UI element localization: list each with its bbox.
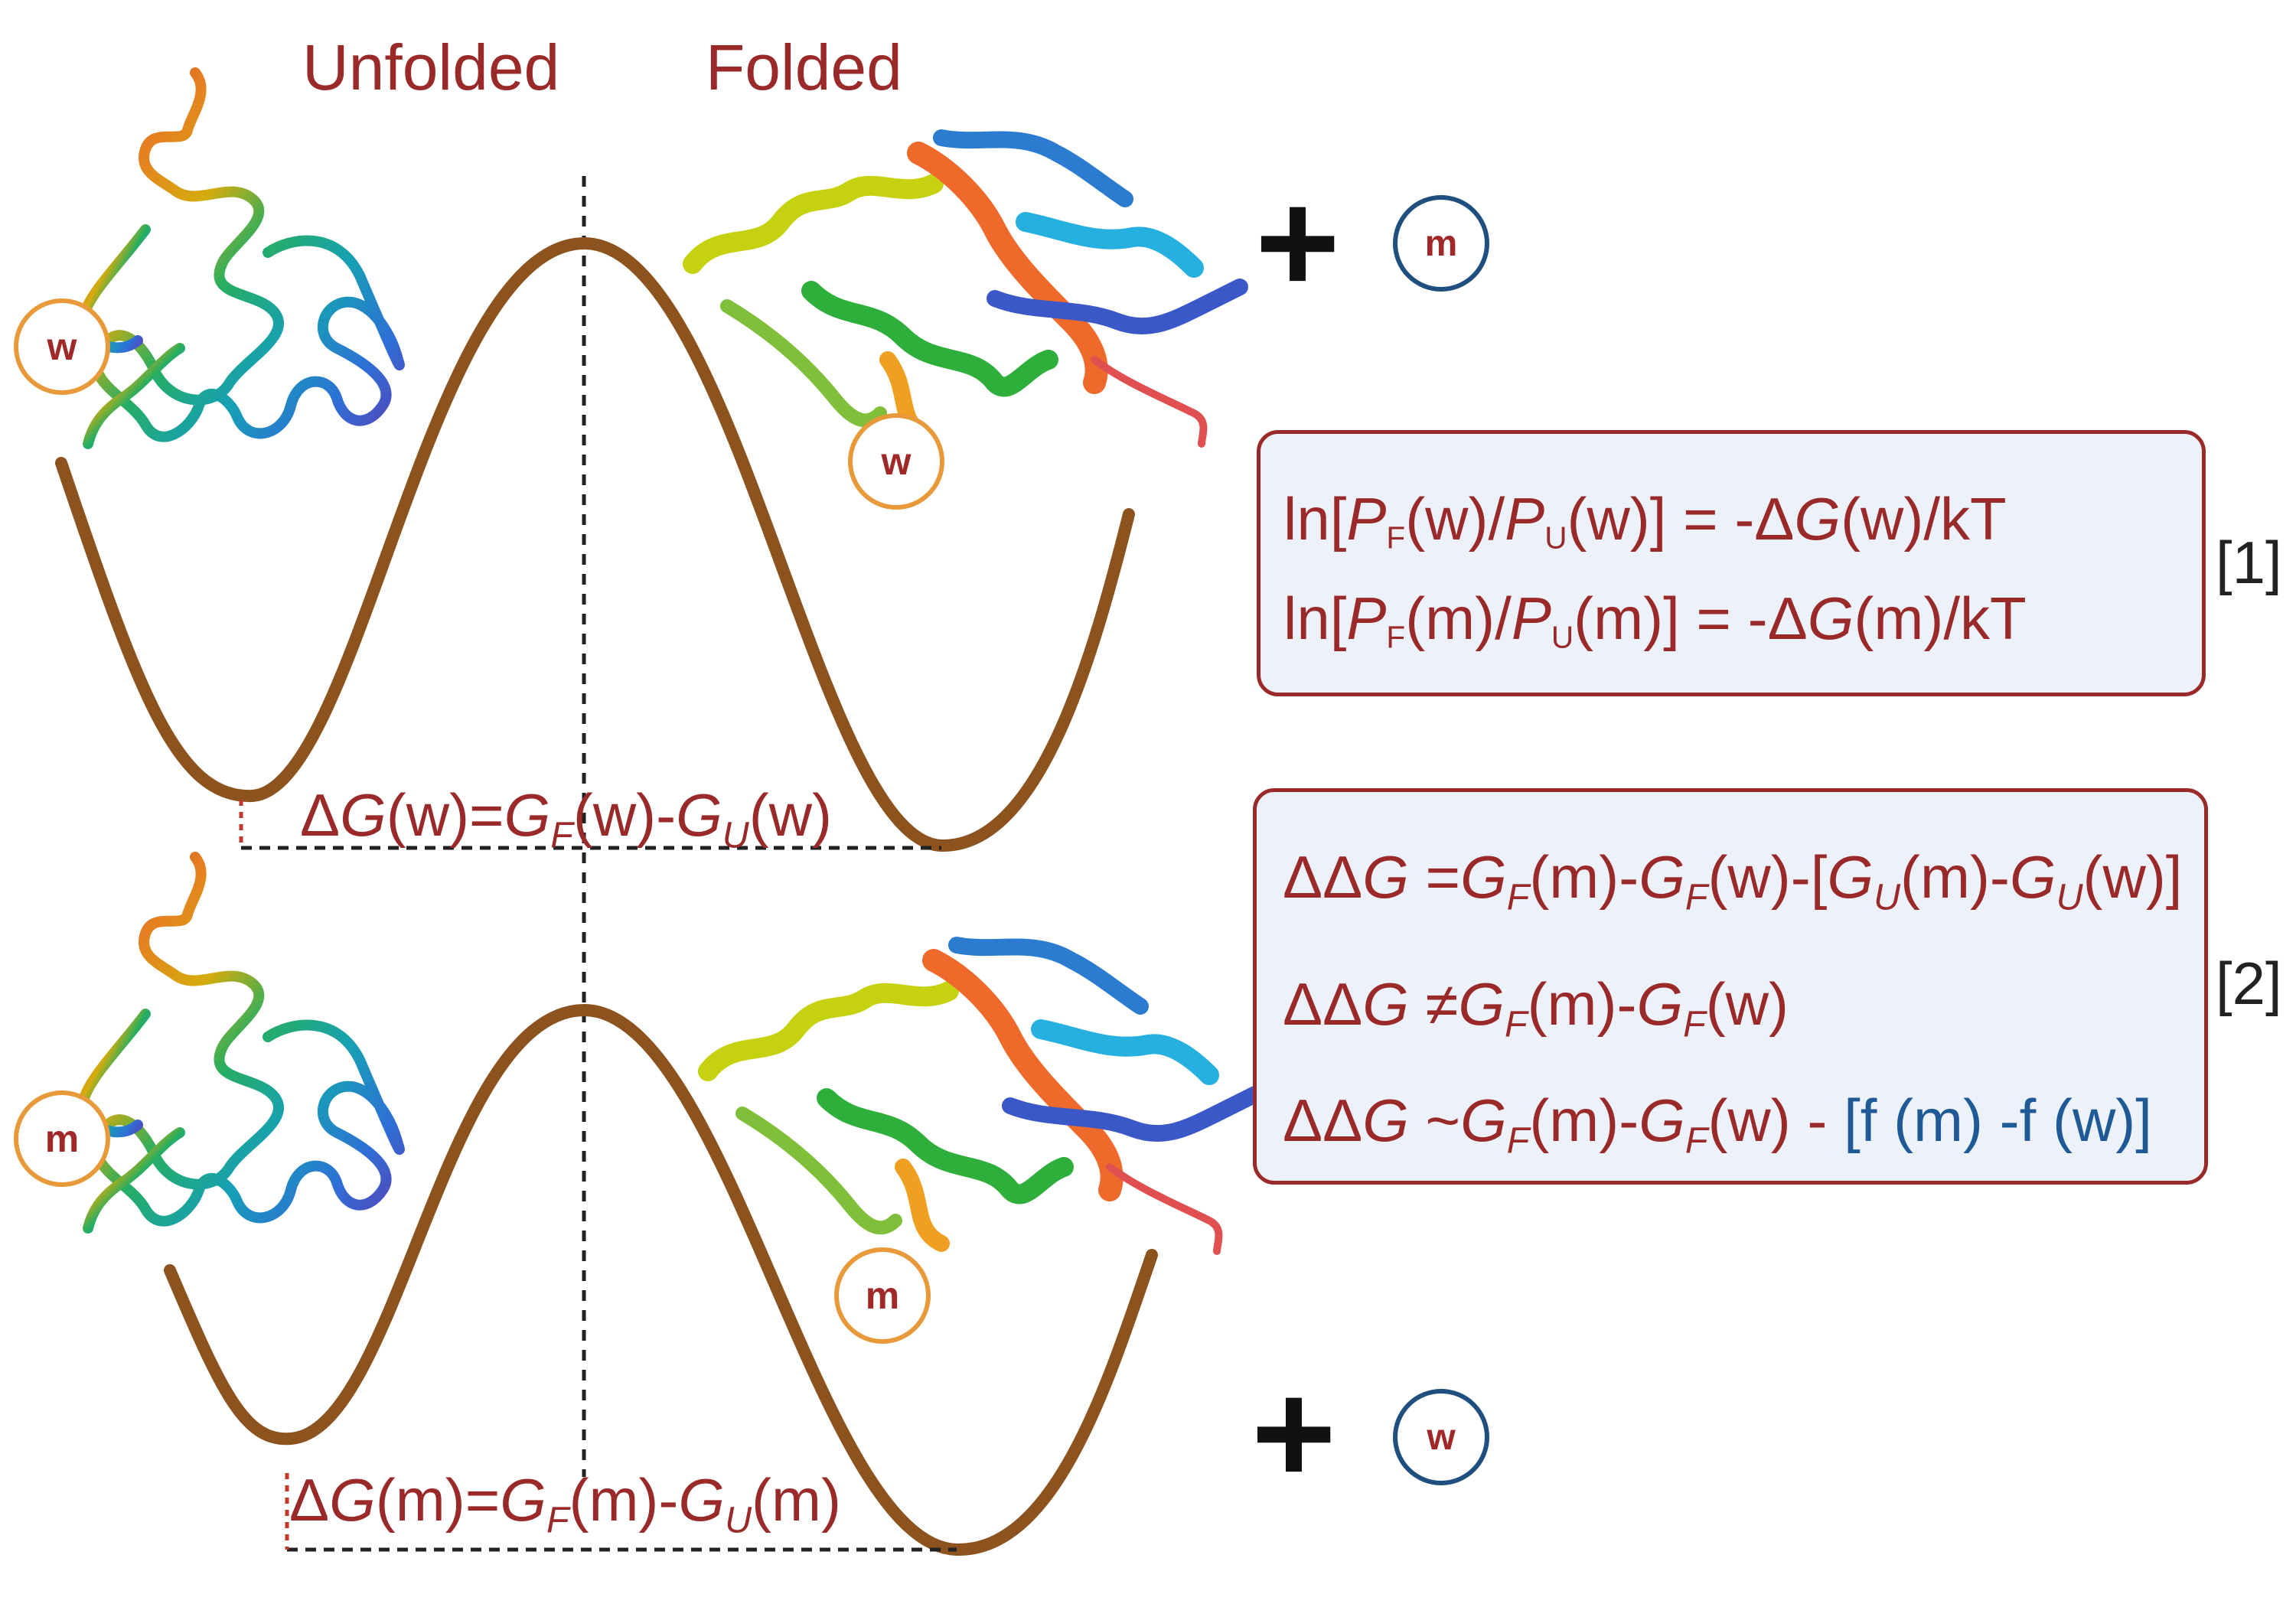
unfolded-residue-badge-top: w xyxy=(14,298,110,395)
equation-2-line-3: ΔΔG ~GF(m)-GF(w) - [f (m) -f (w)] xyxy=(1283,1087,2152,1162)
unfolded-header: Unfolded xyxy=(302,31,560,103)
unfolded-protein-icon xyxy=(77,67,405,449)
bottom-energy-curve xyxy=(164,1003,1158,1556)
plus-icon-top: + xyxy=(1255,161,1340,324)
equation-number-2: [2] xyxy=(2216,950,2282,1017)
bottom-delta-g-label: ΔG(m)=GF(m)-GU(m) xyxy=(289,1466,841,1541)
free-residue-circle-top: m xyxy=(1393,195,1489,292)
folded-protein-icon xyxy=(698,937,1264,1255)
correction-term: [f (m) -f (w)] xyxy=(1844,1087,2152,1154)
plus-icon-bottom: + xyxy=(1251,1352,1336,1514)
folded-residue-badge-bottom: m xyxy=(834,1247,931,1344)
unfolded-residue-badge-bottom: m xyxy=(14,1090,110,1187)
unfolded-protein-icon xyxy=(77,852,405,1234)
folded-header: Folded xyxy=(706,31,902,103)
equation-box-2: ΔΔG =GF(m)-GF(w)-[GU(m)-GU(w)] ΔΔG ≠GF(m… xyxy=(1253,788,2208,1185)
equation-2-line-1: ΔΔG =GF(m)-GF(w)-[GU(m)-GU(w)] xyxy=(1283,843,2183,918)
equation-box-1: ln[PF(w)/PU(w)] = -ΔG(w)/kT ln[PF(m)/PU(… xyxy=(1257,430,2206,696)
folded-protein-icon xyxy=(683,129,1248,448)
top-delta-g-label: ΔG(w)=GF(w)-GU(w) xyxy=(300,781,832,856)
free-residue-circle-bottom: w xyxy=(1393,1389,1489,1485)
folded-residue-badge-top: w xyxy=(848,413,944,510)
equation-2-line-2: ΔΔG ≠GF(m)-GF(w) xyxy=(1283,970,1789,1045)
equation-1-line-2: ln[PF(m)/PU(m)] = -ΔG(m)/kT xyxy=(1283,585,2027,655)
equation-1-line-1: ln[PF(w)/PU(w)] = -ΔG(w)/kT xyxy=(1283,485,2007,556)
top-energy-curve xyxy=(55,236,1135,852)
equation-number-1: [1] xyxy=(2216,529,2282,596)
